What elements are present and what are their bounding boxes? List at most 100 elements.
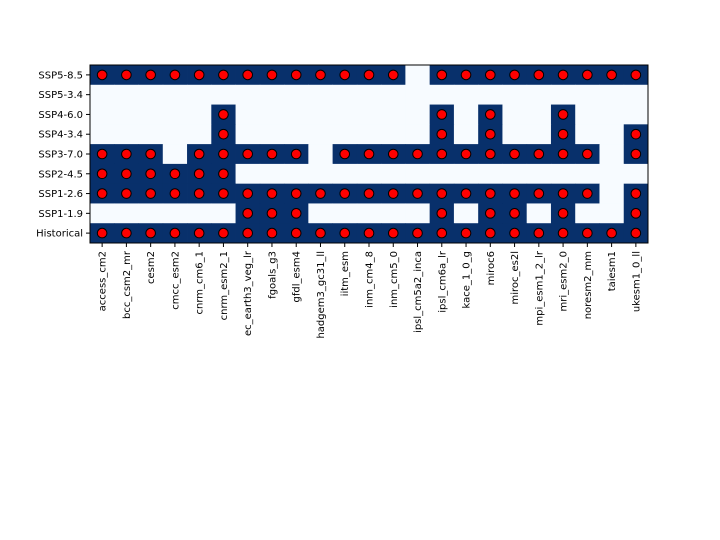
availability-marker [121, 227, 132, 239]
availability-marker [460, 227, 472, 239]
x-tick-label: noresm2_mm [583, 251, 594, 319]
heatmap-cell [453, 84, 479, 105]
heatmap-cell [502, 124, 528, 145]
x-tick-label: inm_cm4_8 [365, 251, 376, 308]
availability-marker [630, 128, 642, 140]
availability-marker [169, 227, 181, 239]
availability-marker [436, 227, 448, 239]
heatmap-cell [623, 104, 649, 125]
x-tick-label: miroc_es2l [510, 251, 521, 305]
availability-marker [145, 168, 156, 180]
heatmap-cell [429, 163, 455, 185]
heatmap-cell [381, 124, 406, 145]
y-tick-label: Historical [36, 229, 83, 240]
heatmap-cell [356, 124, 382, 145]
availability-marker [509, 148, 520, 160]
availability-marker [290, 188, 302, 199]
availability-marker [509, 208, 520, 219]
availability-marker [485, 69, 496, 81]
availability-marker [606, 227, 617, 239]
availability-marker [557, 148, 569, 160]
heatmap-cell [187, 84, 212, 105]
heatmap-cell [332, 84, 358, 105]
availability-marker [485, 148, 496, 160]
availability-marker [145, 148, 156, 160]
x-tick-label: cmcc_esm2 [170, 251, 181, 310]
availability-markers [96, 69, 642, 239]
heatmap-cell [284, 104, 309, 125]
availability-marker [582, 148, 593, 160]
heatmap-cell [575, 104, 600, 125]
heatmap-cell [114, 124, 139, 145]
availability-marker [145, 188, 156, 199]
heatmap-cell [308, 163, 334, 185]
availability-marker [242, 188, 253, 199]
heatmap-cell [623, 163, 649, 185]
heatmap-cell [405, 84, 431, 105]
availability-marker [485, 188, 496, 199]
availability-marker [436, 208, 448, 219]
heatmap-cell [235, 163, 261, 185]
heatmap-cell [405, 65, 431, 86]
heatmap-cell [162, 104, 188, 125]
heatmap-cell [332, 163, 358, 185]
heatmap-cell [575, 163, 600, 185]
availability-marker [485, 109, 496, 120]
heatmap-cell [405, 163, 431, 185]
x-tick-label: kace_1_0_g [462, 251, 473, 308]
heatmap-cell [284, 163, 309, 185]
availability-marker [121, 148, 132, 160]
heatmap-cell [138, 203, 164, 224]
heatmap-cell [599, 104, 625, 125]
availability-marker [315, 227, 326, 239]
availability-marker [533, 227, 545, 239]
availability-marker [557, 208, 569, 219]
heatmap-cell [211, 203, 236, 224]
availability-marker [218, 128, 229, 140]
heatmap-cell [90, 84, 115, 105]
heatmap-cell [332, 124, 358, 145]
heatmap-cell [162, 144, 188, 165]
availability-marker [169, 188, 181, 199]
x-tick-label: gfdl_esm4 [292, 251, 303, 302]
availability-marker [557, 227, 569, 239]
y-tick-label: SSP3-7.0 [38, 150, 83, 161]
x-tick-label: bcc_csm2_mr [122, 250, 133, 319]
heatmap-cell [405, 124, 431, 145]
availability-marker [412, 188, 423, 199]
heatmap-cell [138, 84, 164, 105]
availability-marker [630, 227, 642, 239]
heatmap-cell [453, 124, 479, 145]
availability-marker [315, 188, 326, 199]
heatmap-cell [308, 203, 334, 224]
availability-marker [193, 188, 205, 199]
availability-marker [485, 227, 496, 239]
heatmap-cell [599, 183, 625, 204]
heatmap-cell [308, 124, 334, 145]
heatmap-cell [405, 104, 431, 125]
heatmap-cell [259, 124, 285, 145]
heatmap-cell [187, 124, 212, 145]
heatmap-cell [114, 203, 139, 224]
x-tick-label: fgoals_g3 [267, 251, 278, 299]
availability-marker [242, 227, 253, 239]
availability-marker [630, 208, 642, 219]
availability-marker [460, 148, 472, 160]
heatmap-cell [550, 84, 576, 105]
y-axis: SSP5-8.5 SSP5-3.4 SSP4-6.0 SSP4-3.4 SSP3-7.0… [36, 70, 90, 240]
availability-marker [582, 227, 593, 239]
availability-marker [121, 188, 132, 199]
heatmap-cell [308, 144, 334, 165]
availability-marker [266, 69, 278, 81]
availability-marker [266, 227, 278, 239]
heatmap-cell [575, 203, 600, 224]
availability-marker [485, 208, 496, 219]
availability-marker [363, 227, 375, 239]
availability-marker [193, 168, 205, 180]
availability-marker [169, 168, 181, 180]
heatmap-cell [90, 203, 115, 224]
heatmap-cell [211, 84, 236, 105]
availability-marker [339, 227, 351, 239]
availability-marker [290, 208, 302, 219]
availability-marker [582, 69, 593, 81]
